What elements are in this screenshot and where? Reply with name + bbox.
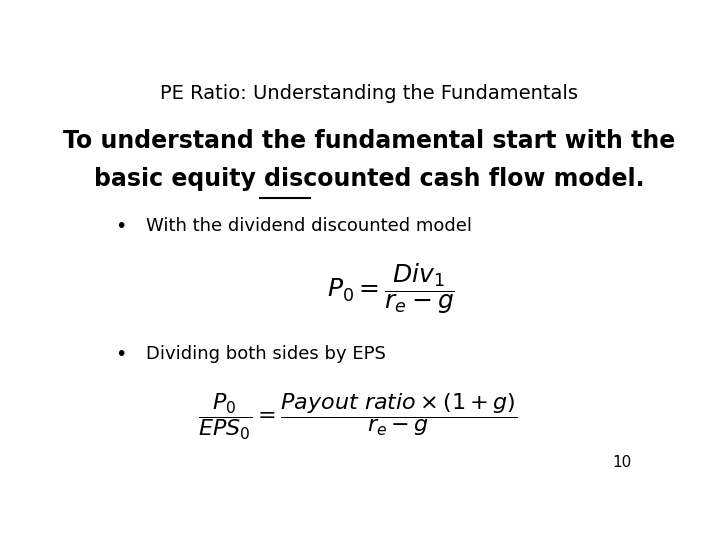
Text: 10: 10 [612, 455, 631, 470]
Text: Dividing both sides by EPS: Dividing both sides by EPS [145, 346, 386, 363]
Text: To understand the fundamental start with the: To understand the fundamental start with… [63, 129, 675, 153]
Text: $P_0 = \dfrac{Div_1}{r_e - g}$: $P_0 = \dfrac{Div_1}{r_e - g}$ [328, 262, 455, 316]
Text: basic equity discounted cash flow model.: basic equity discounted cash flow model. [94, 167, 644, 191]
Text: With the dividend discounted model: With the dividend discounted model [145, 217, 472, 234]
Text: $\dfrac{P_0}{EPS_0} = \dfrac{Payout\ ratio \times (1+g)}{r_e - g}$: $\dfrac{P_0}{EPS_0} = \dfrac{Payout\ rat… [198, 391, 518, 442]
Text: •: • [115, 346, 127, 365]
Text: PE Ratio: Understanding the Fundamentals: PE Ratio: Understanding the Fundamentals [160, 84, 578, 103]
Text: •: • [115, 217, 127, 235]
